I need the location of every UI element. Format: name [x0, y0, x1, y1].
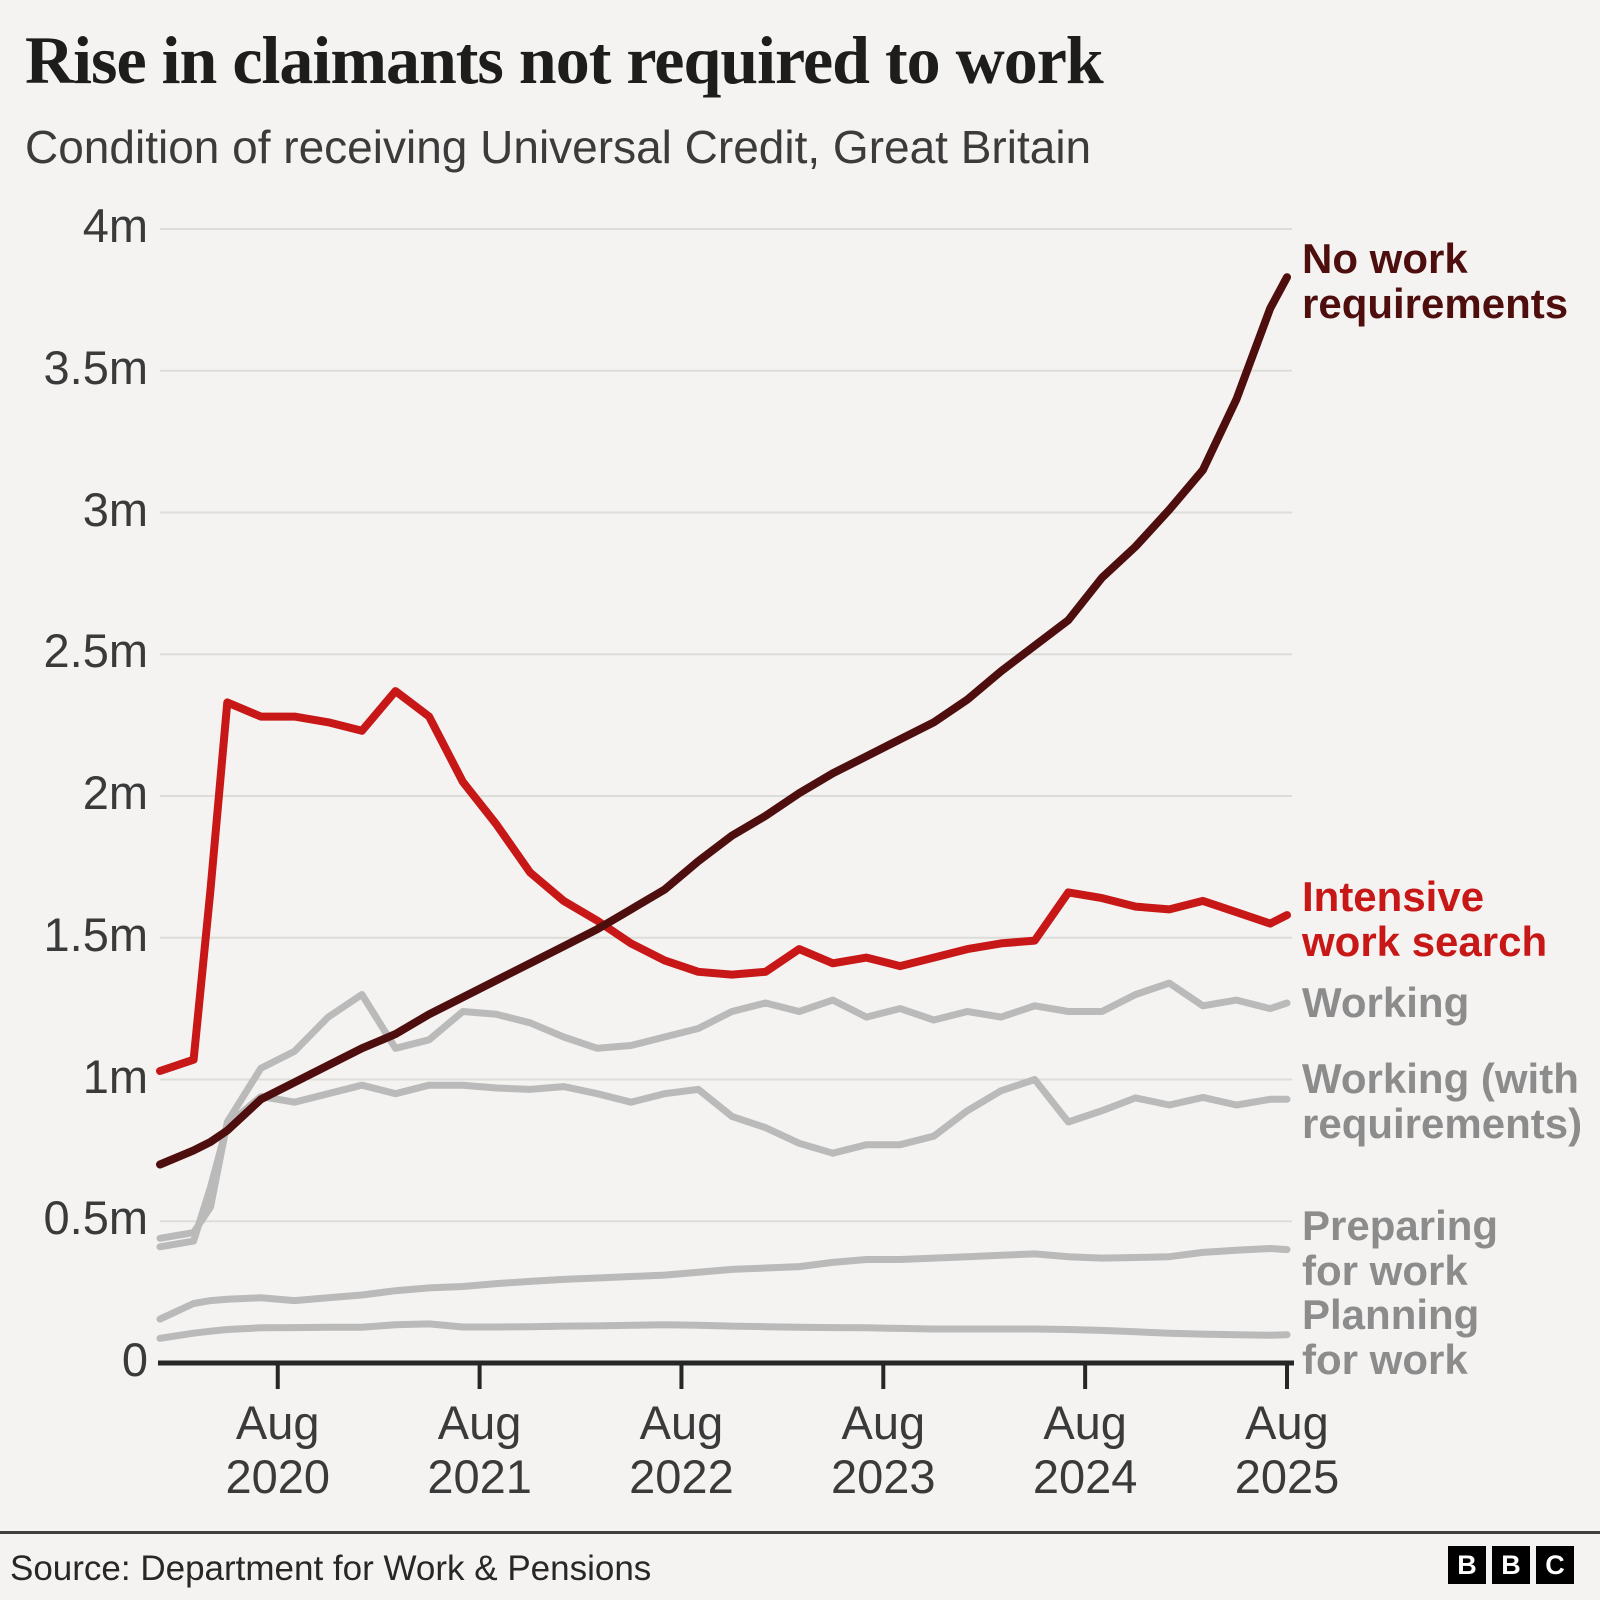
bbc-logo-letter: B	[1448, 1546, 1486, 1584]
y-tick-label: 3m	[82, 482, 148, 536]
y-tick-label: 2m	[82, 766, 148, 819]
bbc-logo: B B C	[1448, 1546, 1574, 1584]
series-label-preparing-for-work: Preparing for work	[1302, 1202, 1499, 1295]
series-label-no-work-requirements: No work requirements	[1302, 235, 1569, 328]
x-tick-label: Aug 2024	[1032, 1396, 1138, 1504]
series-label-planning-for-work: Planning for work	[1302, 1291, 1480, 1384]
line-chart-plot	[156, 228, 1294, 1389]
page-title: Rise in claimants not required to work	[25, 22, 1104, 98]
chart-subtitle: Condition of receiving Universal Credit,…	[25, 121, 1092, 173]
line-preparing-for-work	[156, 1245, 1291, 1323]
x-tick-label: Aug 2025	[1234, 1396, 1340, 1504]
series-label-working: Working	[1302, 979, 1470, 1026]
y-tick-label: 1m	[82, 1049, 148, 1103]
y-tick-label: 2.5m	[43, 624, 149, 678]
line-working	[156, 979, 1291, 1242]
line-planning-for-work	[156, 1320, 1291, 1342]
line-working-with-requirements	[156, 1076, 1291, 1251]
y-tick-label: 1.5m	[43, 907, 149, 961]
source-attribution: Source: Department for Work & Pensions	[10, 1549, 652, 1588]
y-tick-label: 4m	[82, 199, 148, 252]
series-label-working-with-requirements: Working (with requirements)	[1302, 1055, 1583, 1148]
footer-divider	[0, 1531, 1600, 1534]
line-intensive-work-search	[156, 687, 1291, 1075]
x-tick-label: Aug 2020	[225, 1396, 331, 1504]
x-tick-label: Aug 2022	[629, 1396, 734, 1504]
bbc-logo-letter: C	[1536, 1546, 1574, 1584]
x-tick-label: Aug 2023	[831, 1396, 936, 1504]
bbc-logo-letter: B	[1492, 1546, 1530, 1584]
series-label-intensive-work-search: Intensive work search	[1302, 873, 1548, 966]
y-tick-label: 0	[121, 1333, 148, 1386]
x-tick-label: Aug 2021	[427, 1396, 532, 1504]
y-tick-label: 0.5m	[43, 1191, 149, 1245]
y-tick-label: 3.5m	[43, 340, 149, 394]
line-no-work-requirements	[156, 273, 1291, 1169]
